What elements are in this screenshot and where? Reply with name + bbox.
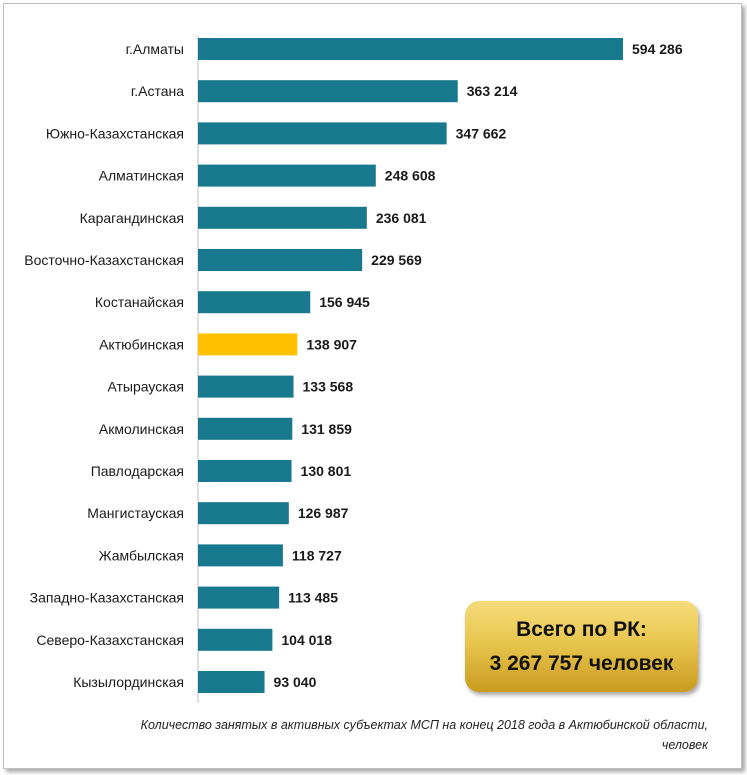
bar (198, 38, 623, 60)
value-label: 104 018 (281, 632, 332, 648)
category-label: Актюбинская (99, 336, 184, 352)
value-label: 236 081 (376, 210, 427, 226)
value-label: 126 987 (298, 505, 349, 521)
category-label: г.Астана (131, 83, 184, 99)
bar (198, 502, 289, 525)
category-label: Мангистауская (87, 505, 184, 521)
bar (198, 417, 293, 440)
value-label: 248 608 (385, 168, 436, 184)
value-label: 118 727 (292, 547, 342, 563)
bar (198, 122, 447, 145)
value-label: 229 569 (371, 252, 422, 268)
value-label: 156 945 (319, 294, 370, 310)
category-label: Восточно-Казахстанская (24, 252, 184, 268)
total-label: Всего по РК: (516, 617, 647, 641)
bar-highlighted (198, 333, 298, 356)
bar (198, 628, 273, 651)
caption-line-1: Количество занятых в активных субъектах … (140, 718, 708, 732)
category-label: Павлодарская (91, 463, 184, 479)
category-label: г.Алматы (126, 41, 184, 57)
value-label: 347 662 (456, 125, 507, 141)
category-label: Северо-Казахстанская (36, 632, 184, 648)
value-label: 131 859 (301, 421, 352, 437)
value-label: 138 907 (306, 336, 357, 352)
bar (198, 671, 265, 693)
bar (198, 375, 294, 398)
bar (198, 249, 363, 271)
total-box: Всего по РК: 3 267 757 человек (465, 601, 698, 692)
value-label: 93 040 (274, 674, 317, 690)
category-label: Акмолинская (99, 421, 184, 437)
value-label: 594 286 (632, 41, 683, 57)
value-label: 130 801 (301, 463, 352, 479)
bar (198, 206, 367, 229)
value-label: 363 214 (467, 83, 518, 99)
bar (198, 460, 292, 482)
category-label: Южно-Казахстанская (46, 125, 184, 141)
bar (198, 544, 283, 567)
category-label: Кызылординская (73, 674, 184, 690)
bar (198, 291, 311, 314)
category-label: Западно-Казахстанская (30, 590, 184, 606)
category-label: Костанайская (95, 294, 184, 310)
category-label: Атырауская (107, 379, 184, 395)
category-label: Жамбылская (99, 547, 184, 563)
value-label: 133 568 (303, 379, 354, 395)
chart-caption: Количество занятых в активных субъектах … (20, 715, 708, 755)
bar (198, 586, 280, 609)
category-label: Карагандинская (80, 210, 184, 226)
value-label: 113 485 (288, 590, 338, 606)
total-value: 3 267 757 человек (489, 651, 674, 675)
caption-line-2: человек (661, 738, 708, 752)
category-label: Алматинская (99, 168, 184, 184)
bar (198, 164, 376, 187)
bar (198, 80, 458, 103)
